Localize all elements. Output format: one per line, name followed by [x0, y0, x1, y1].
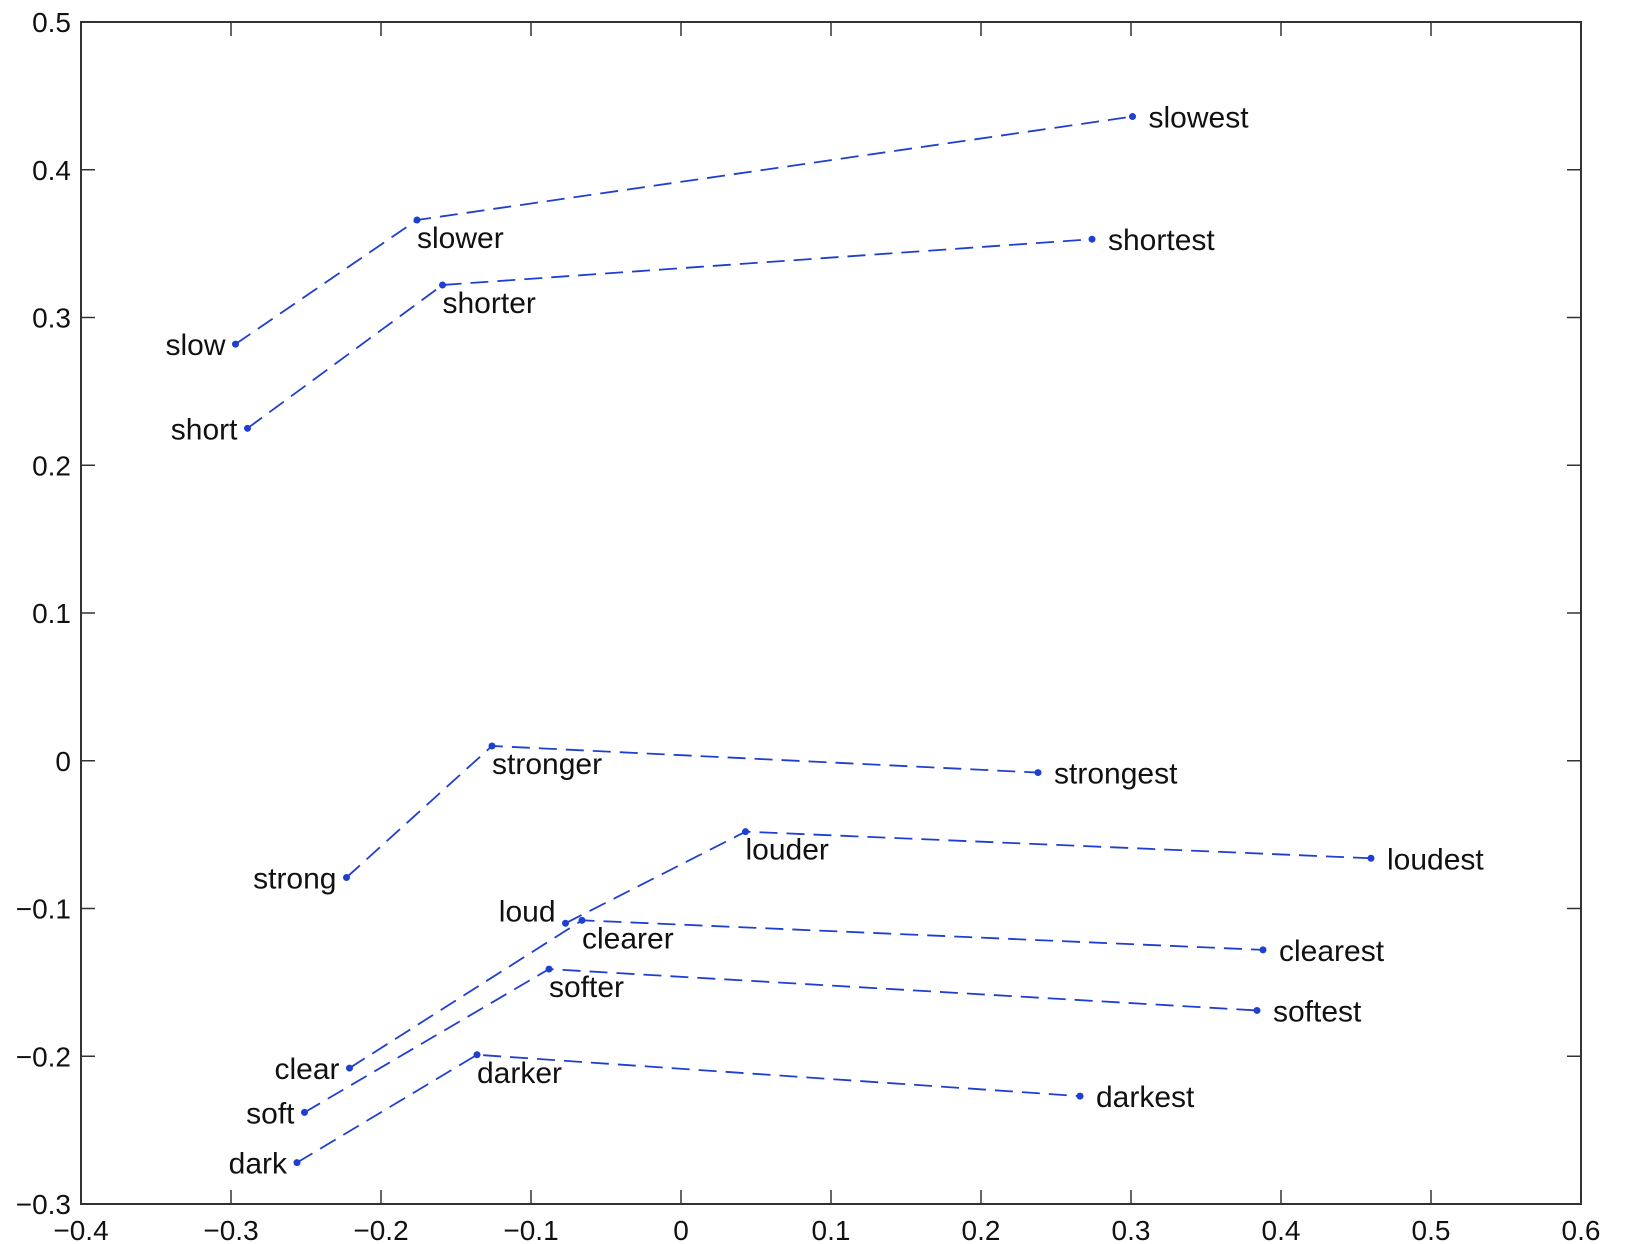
x-tick-label: 0.4 [1262, 1215, 1301, 1244]
y-tick-label: −0.2 [16, 1041, 71, 1072]
point-label: loud [499, 895, 556, 928]
x-tick-label: 0 [673, 1215, 689, 1244]
y-tick-label: 0.1 [32, 598, 71, 629]
data-point [1253, 1006, 1261, 1014]
data-point [488, 742, 496, 750]
series-layer [232, 113, 1375, 1167]
point-label: shortest [1108, 224, 1215, 257]
data-point [301, 1108, 308, 1116]
point-label: clear [274, 1053, 339, 1086]
series-line [234, 115, 1133, 345]
point-label: darkest [1096, 1081, 1195, 1114]
point-label: loudest [1387, 843, 1484, 876]
point-label: slow [165, 329, 225, 362]
point-label: dark [229, 1148, 288, 1181]
series-line [349, 919, 1264, 1069]
x-tick-label: 0.3 [1112, 1215, 1151, 1244]
data-point [346, 1064, 353, 1072]
point-label: strongest [1054, 758, 1178, 791]
point-label: softer [549, 971, 624, 1004]
point-label: louder [746, 834, 829, 867]
y-tick-label: −0.3 [16, 1189, 71, 1220]
x-tick-label: 0.1 [812, 1215, 851, 1244]
data-point [1367, 854, 1375, 862]
data-point [1034, 769, 1042, 777]
data-point [473, 1051, 481, 1059]
point-label: slowest [1149, 102, 1250, 135]
x-axis: −0.4 −0.3 −0.2 −0.1 0 0.1 0.2 0.3 0.4 0.5 0.6 [53, 22, 1600, 1244]
point-label: softest [1273, 995, 1362, 1028]
data-point [562, 919, 569, 927]
point-labels: slow slower slowest short shorter shortest str… [165, 102, 1484, 1181]
point-label: darker [477, 1057, 562, 1090]
point-label: clearest [1279, 935, 1385, 968]
x-tick-label: −0.1 [503, 1215, 558, 1244]
series-line [345, 745, 1039, 879]
series-line [296, 1053, 1081, 1164]
x-tick-label: 0.2 [962, 1215, 1001, 1244]
x-tick-label: −0.3 [203, 1215, 258, 1244]
point-label: shorter [443, 287, 536, 320]
data-point [1259, 946, 1267, 954]
series-line [565, 830, 1372, 925]
point-label: strong [253, 862, 336, 895]
y-axis: −0.3 −0.2 −0.1 0 0.1 0.2 0.3 0.4 0.5 [16, 7, 1581, 1220]
point-label: stronger [492, 748, 602, 781]
y-tick-label: −0.1 [16, 894, 71, 925]
data-point [742, 828, 749, 836]
data-point [413, 216, 421, 224]
y-tick-label: 0.4 [32, 155, 71, 186]
data-point [232, 340, 239, 348]
data-point [244, 424, 251, 432]
x-tick-label: −0.2 [353, 1215, 408, 1244]
y-tick-label: 0.2 [32, 450, 71, 481]
data-point [1088, 235, 1096, 243]
data-point [545, 965, 553, 973]
data-point [1076, 1092, 1084, 1100]
y-tick-label: 0.5 [32, 7, 71, 38]
data-point [343, 873, 350, 881]
data-point [439, 281, 446, 289]
point-label: short [171, 413, 238, 446]
data-point [578, 916, 586, 924]
point-label: slower [417, 222, 504, 255]
y-tick-label: 0.3 [32, 303, 71, 334]
point-label: soft [246, 1097, 295, 1130]
data-point [1129, 113, 1136, 121]
y-tick-label: 0 [55, 746, 71, 777]
x-tick-label: 0.6 [1562, 1215, 1601, 1244]
x-tick-label: 0.5 [1412, 1215, 1451, 1244]
x-tick-label: −0.4 [53, 1215, 108, 1244]
data-point [293, 1159, 301, 1167]
point-label: clearer [582, 922, 674, 955]
series-line [246, 238, 1093, 430]
